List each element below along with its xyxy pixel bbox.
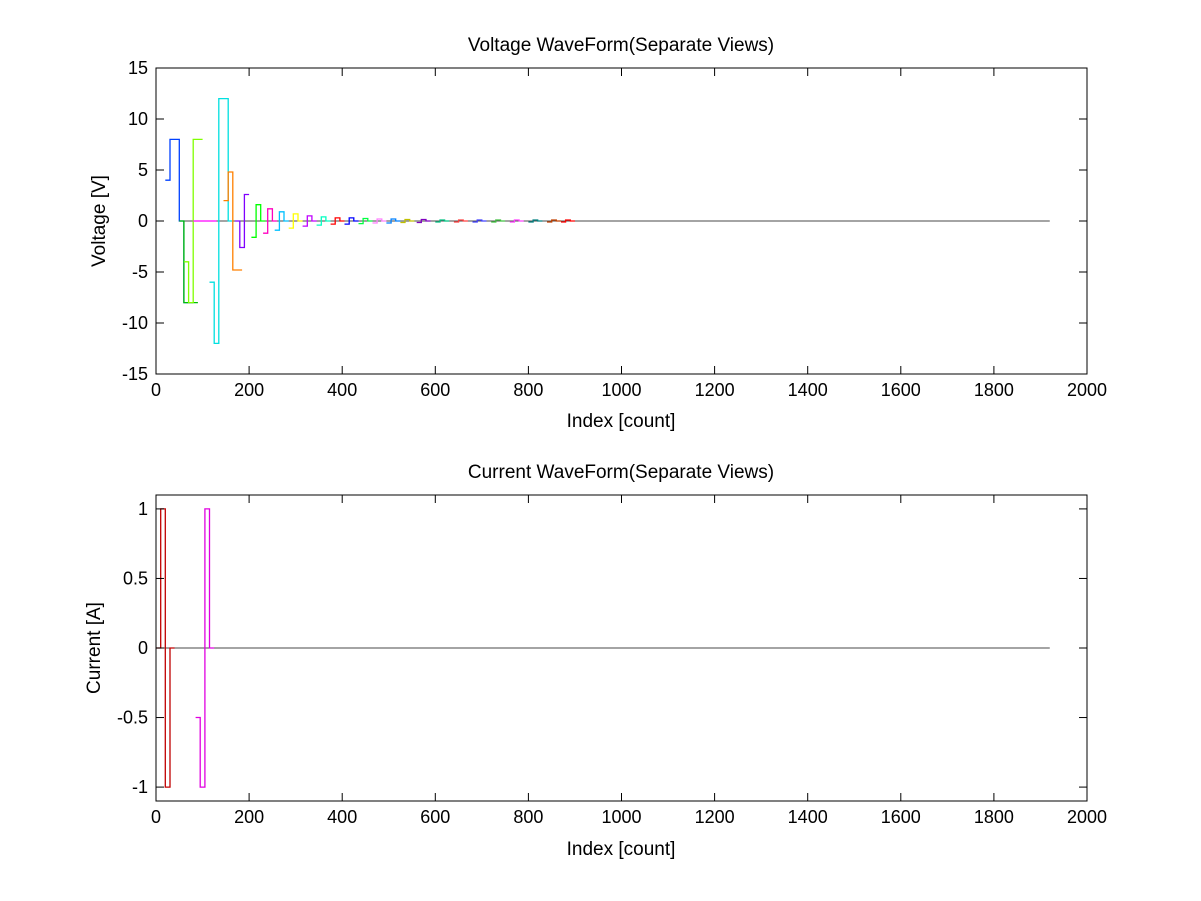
voltage-plot-xtick-label: 1800 xyxy=(974,380,1014,400)
voltage-plot-marks xyxy=(165,97,1050,345)
voltage-plot-series-1 xyxy=(179,220,198,304)
voltage-plot-series-14 xyxy=(344,217,359,225)
voltage-plot-xtick-label: 400 xyxy=(327,380,357,400)
voltage-plot-series-12 xyxy=(316,216,331,226)
voltage-plot-series-5 xyxy=(223,171,243,271)
voltage-plot-series-9 xyxy=(274,211,289,231)
voltage-plot-xtick-label: 0 xyxy=(151,380,161,400)
voltage-plot: Voltage WaveForm(Separate Views) Index [… xyxy=(89,35,1107,432)
voltage-plot-series-7 xyxy=(251,204,266,238)
voltage-plot-series-19 xyxy=(416,218,431,224)
voltage-plot-series-21 xyxy=(453,219,468,223)
current-plot-title: Current WaveForm(Separate Views) xyxy=(468,462,774,483)
voltage-plot-series-17 xyxy=(386,218,401,224)
voltage-plot-xlabel: Index [count] xyxy=(567,411,676,432)
current-plot-series-0 xyxy=(156,508,175,788)
voltage-plot-series-8 xyxy=(263,208,277,234)
voltage-plot-series-20 xyxy=(435,219,450,223)
current-plot-xtick-label: 1200 xyxy=(695,807,735,827)
voltage-plot-series-22 xyxy=(472,219,487,223)
current-plot-ytick-label: -0.5 xyxy=(117,708,148,728)
voltage-plot-xtick-label: 1000 xyxy=(601,380,641,400)
voltage-plot-xtick-label: 2000 xyxy=(1067,380,1107,400)
voltage-plot-series-27 xyxy=(561,219,575,223)
current-plot-xtick-label: 600 xyxy=(420,807,450,827)
voltage-plot-xtick-label: 600 xyxy=(420,380,450,400)
current-plot-ylabel: Current [A] xyxy=(84,602,105,694)
current-plot-xtick-label: 0 xyxy=(151,807,161,827)
voltage-plot-series-10 xyxy=(288,213,303,229)
voltage-plot-series-6 xyxy=(235,193,250,249)
voltage-plot-ytick-label: 15 xyxy=(128,58,148,78)
current-plot-xlabel: Index [count] xyxy=(567,839,676,860)
voltage-plot-series-25 xyxy=(528,219,543,223)
current-plot-marks xyxy=(156,508,1050,788)
voltage-plot-series-18 xyxy=(400,218,415,224)
current-plot-ticks: 0 200 400 600 800 1000 1200 1400 1600 1800 2000 1 0.… xyxy=(117,495,1107,827)
voltage-plot-ytick-label: -5 xyxy=(132,262,148,282)
current-plot-xtick-label: 1400 xyxy=(788,807,828,827)
voltage-plot-ytick-label: -10 xyxy=(122,313,148,333)
voltage-plot-ytick-label: 0 xyxy=(138,211,148,231)
voltage-plot-xtick-label: 200 xyxy=(234,380,264,400)
current-plot-xtick-label: 200 xyxy=(234,807,264,827)
voltage-plot-series-2 xyxy=(183,138,203,304)
voltage-plot-ylabel: Voltage [V] xyxy=(89,175,110,267)
current-plot: Current WaveForm(Separate Views) Index [… xyxy=(84,462,1107,860)
voltage-plot-series-13 xyxy=(330,217,345,225)
current-plot-ytick-label: -1 xyxy=(132,777,148,797)
voltage-plot-xtick-label: 1600 xyxy=(881,380,921,400)
current-plot-xtick-label: 400 xyxy=(327,807,357,827)
current-plot-series-1 xyxy=(195,508,215,788)
voltage-plot-ytick-label: 10 xyxy=(128,109,148,129)
current-plot-xtick-label: 1600 xyxy=(881,807,921,827)
voltage-plot-xtick-label: 800 xyxy=(513,380,543,400)
current-plot-xtick-label: 2000 xyxy=(1067,807,1107,827)
voltage-plot-series-16 xyxy=(372,218,387,224)
current-plot-xtick-label: 1800 xyxy=(974,807,1014,827)
voltage-plot-series-23 xyxy=(491,219,506,223)
voltage-plot-series-15 xyxy=(358,217,373,225)
voltage-plot-series-26 xyxy=(547,219,561,223)
current-plot-ytick-label: 0.5 xyxy=(123,568,148,588)
current-plot-ytick-label: 1 xyxy=(138,499,148,519)
voltage-plot-series-24 xyxy=(509,219,524,223)
voltage-plot-ytick-label: -15 xyxy=(122,364,148,384)
voltage-plot-xtick-label: 1200 xyxy=(695,380,735,400)
voltage-plot-series-11 xyxy=(302,215,317,227)
current-plot-ytick-label: 0 xyxy=(138,638,148,658)
voltage-plot-title: Voltage WaveForm(Separate Views) xyxy=(468,35,774,56)
voltage-plot-ticks: 0 200 400 600 800 1000 1200 1400 1600 1800 2000 15 1… xyxy=(122,58,1107,400)
voltage-plot-xtick-label: 1400 xyxy=(788,380,828,400)
current-plot-xtick-label: 800 xyxy=(513,807,543,827)
voltage-plot-ytick-label: 5 xyxy=(138,160,148,180)
current-plot-xtick-label: 1000 xyxy=(601,807,641,827)
